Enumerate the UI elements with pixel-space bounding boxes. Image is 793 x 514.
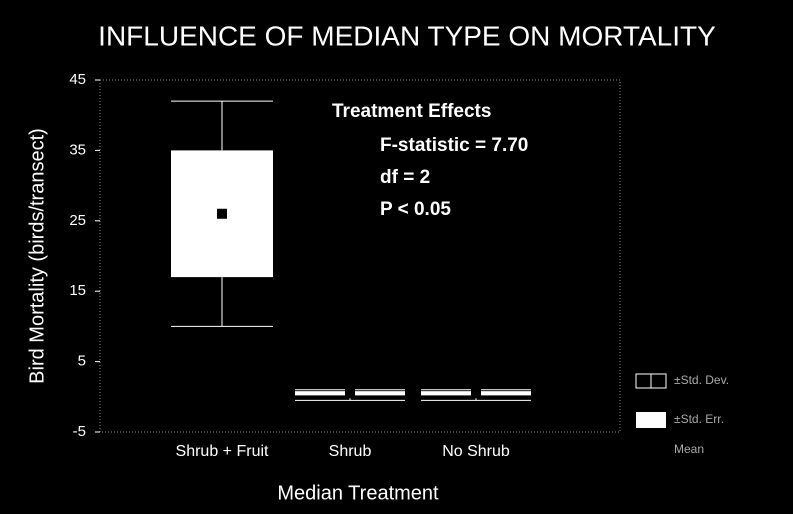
mean-marker bbox=[217, 208, 227, 219]
y-tick-label: 35 bbox=[69, 141, 86, 158]
annotation: Treatment Effects bbox=[332, 101, 491, 122]
x-tick-label: No Shrub bbox=[442, 443, 510, 460]
mean-marker bbox=[471, 388, 481, 399]
legend-se-icon bbox=[636, 412, 666, 428]
legend-label: Mean bbox=[674, 442, 704, 456]
legend-label: ±Std. Err. bbox=[674, 412, 724, 426]
y-tick-label: -5 bbox=[73, 423, 86, 440]
y-tick-label: 45 bbox=[69, 71, 86, 88]
chart-title: INFLUENCE OF MEDIAN TYPE ON MORTALITY bbox=[98, 20, 716, 51]
plot-frame bbox=[99, 79, 621, 433]
mean-marker bbox=[345, 388, 355, 399]
x-tick-label: Shrub bbox=[329, 443, 372, 460]
x-axis-label: Median Treatment bbox=[277, 482, 439, 504]
annotation: P < 0.05 bbox=[380, 199, 451, 220]
x-tick-label: Shrub + Fruit bbox=[176, 443, 269, 460]
annotation: F-statistic = 7.70 bbox=[380, 135, 528, 156]
y-tick-label: 5 bbox=[78, 353, 86, 370]
y-axis-label: Bird Mortality (birds/transect) bbox=[26, 128, 48, 384]
y-tick-label: 25 bbox=[69, 212, 86, 229]
y-tick-label: 15 bbox=[69, 282, 86, 299]
legend-label: ±Std. Dev. bbox=[674, 373, 729, 387]
annotation: df = 2 bbox=[380, 167, 430, 188]
